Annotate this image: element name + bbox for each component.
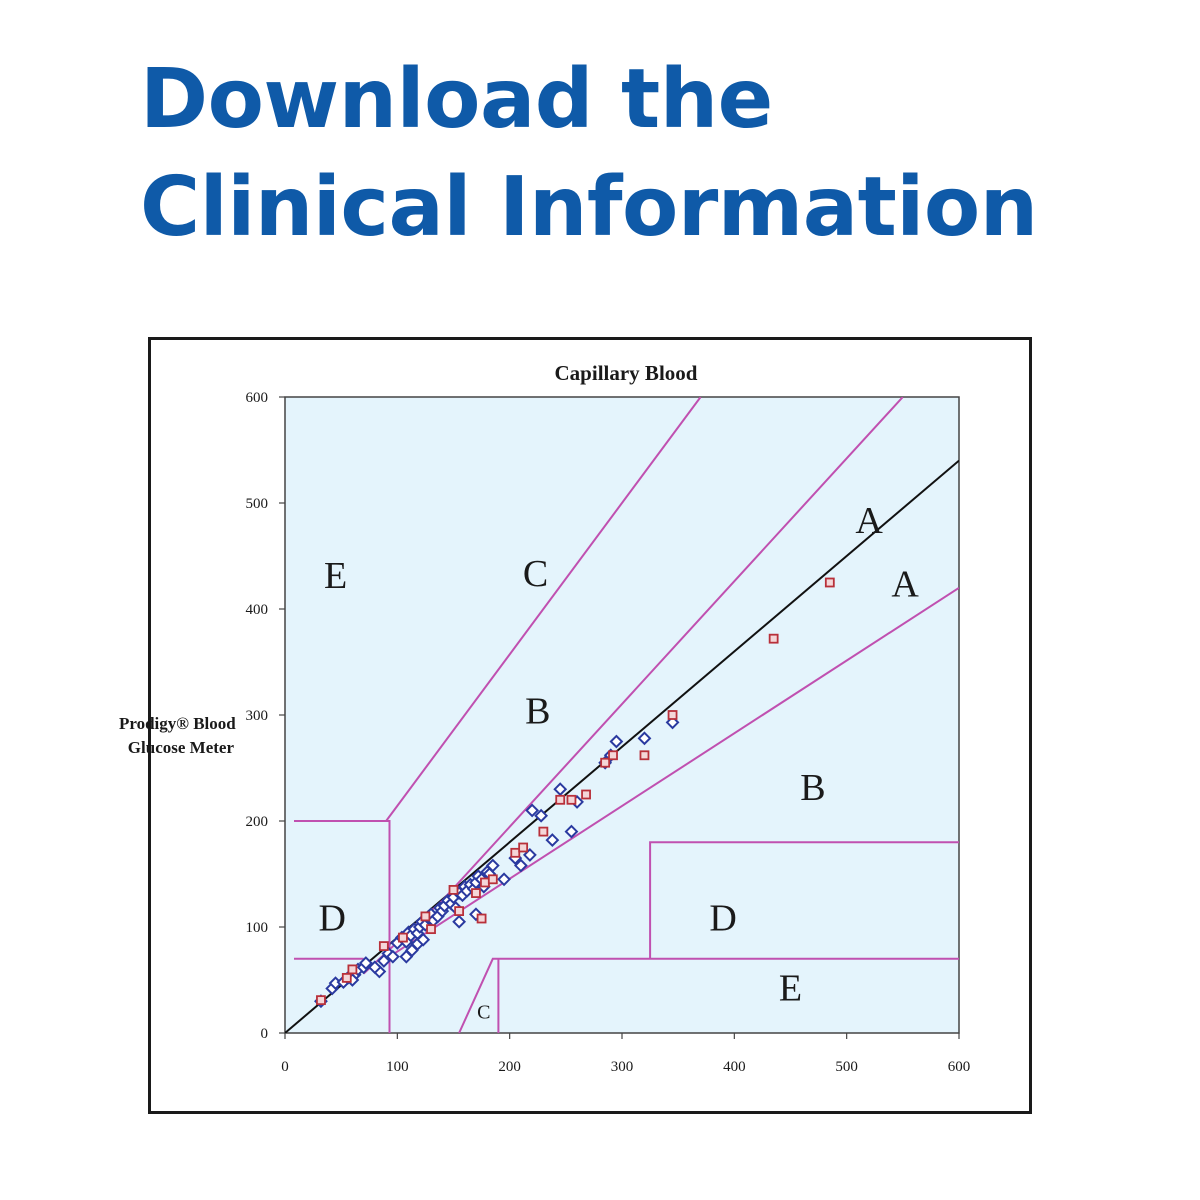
data-point-square (487, 874, 498, 885)
data-point-diamond (452, 914, 467, 929)
data-point-diamond (513, 858, 528, 873)
headline-line-2: Clinical Information (140, 160, 1038, 255)
data-point-square (667, 710, 678, 720)
zone-boundary-line (458, 957, 959, 1033)
data-point-square (555, 794, 566, 805)
data-point-square (420, 911, 431, 922)
data-point-diamond (385, 949, 400, 964)
data-point-square (608, 750, 618, 761)
data-point-square (347, 964, 358, 975)
zone-boundary-line (649, 841, 959, 959)
data-point-diamond (609, 734, 624, 749)
chart-title: Capillary Blood (555, 361, 698, 385)
data-point-square (518, 842, 529, 853)
x-tick-label: 100 (386, 1059, 409, 1075)
data-point-square (398, 932, 408, 943)
zone-label-a: A (855, 500, 883, 542)
data-point-square (768, 633, 779, 644)
y-axis-label: Prodigy® Blood Glucose Meter (119, 714, 240, 757)
data-point-square (471, 888, 481, 898)
data-point-square (510, 847, 521, 858)
data-point-diamond (497, 872, 511, 887)
data-point-square (448, 885, 459, 895)
data-point-square (639, 750, 650, 761)
data-point-diamond (358, 956, 373, 970)
y-tick-label: 0 (261, 1026, 269, 1042)
plot-area (284, 396, 960, 1034)
y-tick-label: 600 (246, 390, 269, 406)
data-point-diamond (485, 858, 500, 873)
zone-label-b: B (800, 767, 825, 809)
y-tick-label: 300 (246, 708, 269, 724)
data-point-square (566, 794, 577, 805)
data-point-square (600, 757, 611, 768)
data-point-square (480, 877, 490, 888)
x-tick-label: 200 (498, 1059, 521, 1075)
data-point-diamond (376, 954, 391, 968)
data-point-diamond (534, 808, 549, 823)
zone-label-d: D (709, 897, 736, 939)
zone-boundary-line (385, 586, 959, 960)
data-point-diamond (416, 932, 431, 947)
x-tick-label: 400 (723, 1059, 746, 1075)
data-point-diamond (553, 782, 568, 797)
data-point-diamond (367, 960, 382, 975)
data-point-diamond (525, 803, 540, 818)
data-point-square (316, 995, 326, 1006)
data-point-square (378, 941, 389, 951)
zone-label-c: C (523, 553, 548, 595)
y-tick-label: 500 (246, 496, 269, 512)
y-tick-label: 100 (246, 920, 269, 936)
y-axis-label-line-2: Glucose Meter (128, 738, 235, 757)
data-point-square (538, 826, 549, 837)
y-tick-label: 200 (246, 814, 269, 830)
x-tick-label: 300 (611, 1059, 634, 1075)
data-point-square (824, 577, 835, 588)
zone-label-d: D (318, 897, 345, 939)
data-point-square (341, 972, 352, 983)
zone-boundary-line (294, 820, 391, 1033)
data-point-diamond (564, 824, 579, 839)
y-tick-label: 400 (246, 602, 269, 618)
data-point-square (454, 906, 465, 916)
data-point-square (581, 789, 591, 800)
zone-label-a: A (891, 564, 919, 606)
data-point-diamond (545, 833, 560, 847)
data-point-square (476, 913, 487, 924)
page-headline: Download the Clinical Information (140, 46, 1140, 262)
zone-boundary-line (385, 397, 702, 822)
data-point-square (426, 924, 436, 935)
zone-label-c: C (477, 1002, 490, 1024)
x-tick-label: 0 (281, 1059, 289, 1075)
zone-label-e: E (324, 555, 347, 597)
x-tick-label: 500 (835, 1059, 858, 1075)
zone-label-b: B (525, 691, 550, 733)
y-axis-label-line-1: Prodigy® Blood (119, 714, 236, 733)
zone-label-e: E (779, 967, 802, 1009)
data-point-diamond (637, 731, 652, 746)
x-tick-label: 600 (948, 1059, 971, 1075)
headline-line-1: Download the (140, 52, 773, 147)
